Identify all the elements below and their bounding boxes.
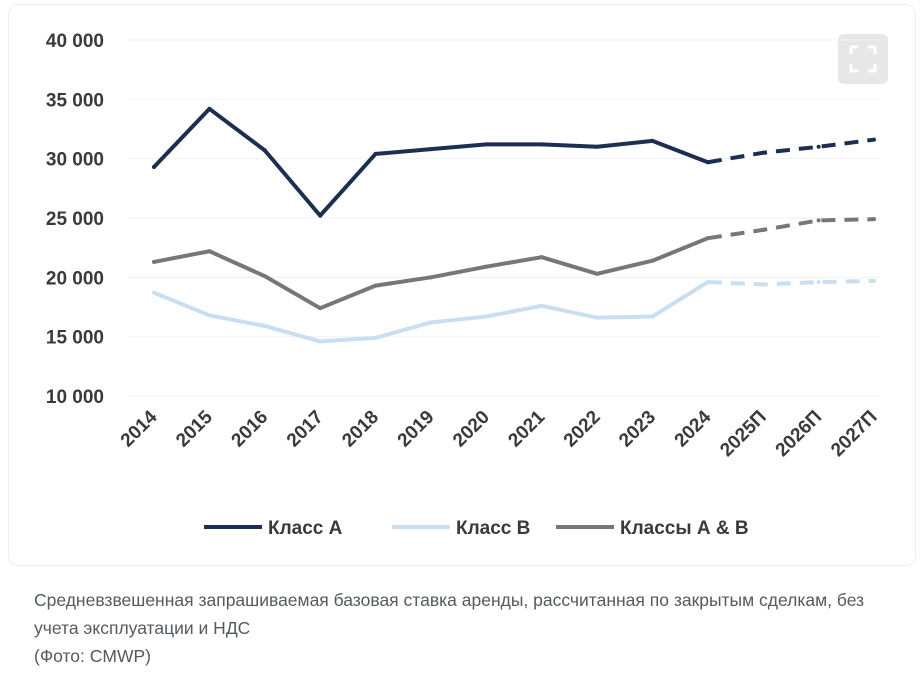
y-axis-ticks: 40 000 35 000 30 000 25 000 20 000 15 000 10 0… (46, 31, 104, 408)
series-line-forecast (707, 217, 875, 241)
data-point (761, 282, 766, 287)
data-point (484, 142, 489, 147)
legend-label: Класс А (268, 518, 343, 539)
data-point (207, 249, 212, 254)
data-point (705, 236, 710, 241)
x-tick-label: 2023 (615, 407, 660, 452)
series-line-actual (152, 106, 710, 218)
data-point (373, 283, 378, 288)
series-line-forecast (707, 278, 875, 287)
y-tick-label: 10 000 (46, 387, 104, 408)
data-point (428, 275, 433, 280)
data-point (318, 339, 323, 344)
data-point (318, 306, 323, 311)
data-point (761, 227, 766, 232)
data-point (595, 144, 600, 149)
caption-text: Средневзвешенная запрашиваемая базовая с… (34, 590, 865, 638)
expand-icon (849, 45, 877, 73)
x-tick-label: 2022 (560, 407, 605, 452)
legend: Класс А Класс В Классы А & В (204, 518, 749, 539)
data-point (595, 271, 600, 276)
x-axis-ticks: 2014 2015 2016 2017 2018 2019 2020 2021 2022 2023… (117, 406, 882, 461)
grid-lines (128, 39, 880, 397)
y-tick-label: 35 000 (46, 90, 104, 111)
x-tick-label: 2020 (449, 407, 494, 452)
data-point (816, 280, 821, 285)
data-point (761, 150, 766, 155)
data-point (262, 274, 267, 279)
data-point (262, 148, 267, 153)
y-tick-label: 40 000 (46, 31, 104, 52)
y-tick-label: 15 000 (46, 328, 104, 349)
data-point (595, 315, 600, 320)
data-point (428, 147, 433, 152)
data-point (650, 258, 655, 263)
x-tick-label: 2021 (504, 406, 549, 451)
data-point (207, 313, 212, 318)
x-tick-label: 2018 (338, 407, 383, 452)
x-tick-label: 2019 (394, 407, 439, 452)
data-point (539, 303, 544, 308)
data-point (152, 290, 156, 295)
x-tick-label: 2026П (772, 407, 826, 461)
data-point (705, 280, 710, 285)
x-tick-label: 2014 (117, 406, 162, 451)
data-point (484, 314, 489, 319)
y-tick-label: 25 000 (46, 209, 104, 230)
expand-button[interactable] (838, 34, 888, 84)
data-point (539, 142, 544, 147)
data-point (816, 218, 821, 223)
data-point (705, 160, 710, 165)
data-point (484, 264, 489, 269)
data-point (373, 335, 378, 340)
data-point (650, 314, 655, 319)
caption-source: (Фото: CMWP) (34, 646, 151, 666)
data-point (152, 164, 156, 169)
series-line-actual (152, 236, 710, 311)
data-point (816, 144, 821, 149)
data-point (650, 138, 655, 143)
data-point (373, 151, 378, 156)
series-line-actual (152, 280, 710, 344)
data-point (262, 323, 267, 328)
data-point (872, 278, 876, 283)
x-tick-label: 2025П (716, 407, 770, 461)
data-point (539, 255, 544, 260)
chart-caption: Средневзвешенная запрашиваемая базовая с… (34, 586, 894, 670)
data-point (152, 259, 156, 264)
x-tick-label: 2016 (228, 407, 273, 452)
x-tick-label: 2015 (172, 406, 217, 451)
x-tick-label: 2024 (671, 406, 716, 451)
data-point (428, 320, 433, 325)
series-lines (152, 106, 876, 344)
legend-label: Классы А & В (620, 518, 749, 539)
data-point (872, 137, 876, 142)
y-tick-label: 30 000 (46, 150, 104, 171)
series-line-forecast (707, 137, 875, 165)
y-tick-label: 20 000 (46, 268, 104, 289)
x-tick-label: 2017 (283, 407, 328, 452)
x-tick-label: 2027П (827, 407, 881, 461)
data-point (207, 106, 212, 111)
data-point (872, 217, 876, 222)
data-point (318, 213, 323, 218)
legend-label: Класс В (456, 518, 530, 539)
line-chart: 40 000 35 000 30 000 25 000 20 000 15 000 10 0… (46, 31, 882, 539)
